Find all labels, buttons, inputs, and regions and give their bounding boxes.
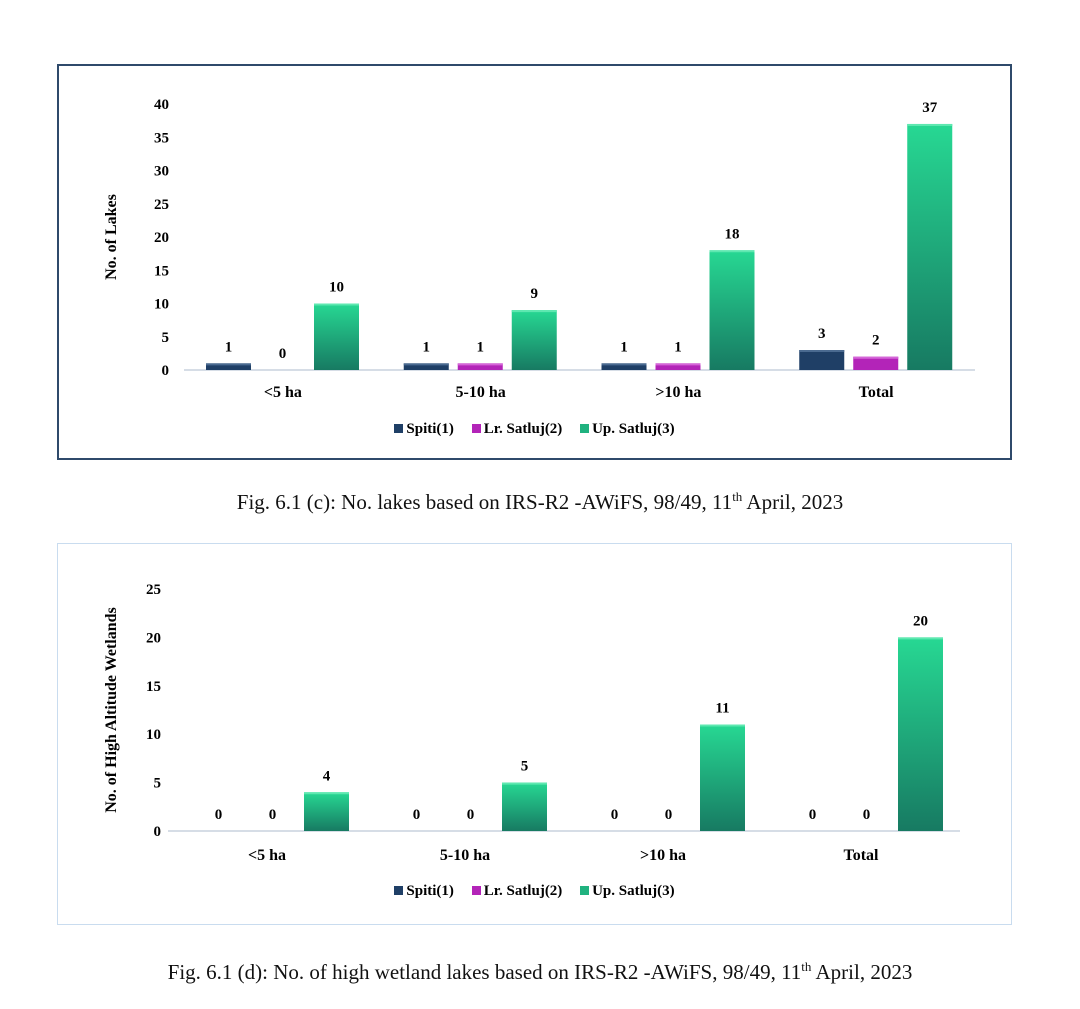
chart-d-legend: Spiti(1) Lr. Satluj(2) Up. Satluj(3) bbox=[58, 883, 1011, 900]
y-tick-label: 20 bbox=[146, 630, 161, 646]
y-tick-label: 25 bbox=[154, 197, 169, 213]
chart-d-frame: No. of High Altitude Wetlands 0 5 10 15 20 25 0… bbox=[57, 543, 1012, 925]
legend-swatch-up-satluj bbox=[580, 424, 590, 433]
caption-text: Fig. 6.1 (c): No. lakes based on IRS-R2 … bbox=[236, 490, 733, 514]
bar-spiti bbox=[403, 363, 449, 370]
legend-label: Up. Satluj(3) bbox=[592, 421, 675, 437]
bar-lr-satluj bbox=[655, 363, 701, 370]
bar-up-satluj bbox=[502, 782, 547, 831]
legend-item-up-satluj: Up. Satluj(3) bbox=[580, 883, 675, 900]
y-tick-label: 35 bbox=[154, 130, 169, 146]
bar-up-satluj bbox=[314, 303, 359, 370]
data-label: 1 bbox=[225, 339, 233, 355]
x-category-label: >10 ha bbox=[640, 847, 686, 864]
y-tick-label: 20 bbox=[154, 230, 169, 246]
data-label: 0 bbox=[863, 807, 871, 823]
bar-up-satluj bbox=[898, 637, 943, 831]
data-label: 37 bbox=[922, 100, 938, 116]
chart-c-frame: No. of Lakes 0 5 10 15 20 25 30 35 40 1 0 10 <5 ha 1 1 9… bbox=[57, 64, 1012, 460]
data-label: 5 bbox=[521, 759, 529, 775]
y-axis-title: No. of Lakes bbox=[103, 194, 120, 280]
legend-item-lr-satluj: Lr. Satluj(2) bbox=[471, 883, 563, 900]
legend-label: Lr. Satluj(2) bbox=[483, 421, 563, 437]
figure-caption-c: Fig. 6.1 (c): No. lakes based on IRS-R2 … bbox=[0, 489, 1080, 515]
data-label: 10 bbox=[329, 280, 344, 296]
x-category-label: >10 ha bbox=[655, 384, 701, 401]
data-label: 0 bbox=[215, 807, 223, 823]
bar-up-satluj bbox=[700, 724, 745, 831]
legend-label: Spiti(1) bbox=[406, 421, 454, 437]
legend-item-lr-satluj: Lr. Satluj(2) bbox=[471, 421, 563, 438]
y-tick-label: 15 bbox=[154, 263, 169, 279]
data-label: 1 bbox=[620, 339, 628, 355]
x-category-label: Total bbox=[844, 847, 880, 864]
legend-swatch-spiti bbox=[394, 886, 404, 895]
data-label: 4 bbox=[323, 768, 331, 784]
data-label: 0 bbox=[665, 807, 673, 823]
bar-up-satluj bbox=[907, 123, 953, 370]
y-tick-label: 0 bbox=[162, 363, 170, 379]
caption-superscript: th bbox=[732, 489, 743, 504]
legend-swatch-spiti bbox=[394, 424, 404, 433]
bar-spiti bbox=[601, 363, 647, 370]
y-tick-label: 10 bbox=[146, 727, 161, 743]
y-tick-label: 15 bbox=[146, 679, 161, 695]
figure-caption-d: Fig. 6.1 (d): No. of high wetland lakes … bbox=[0, 959, 1080, 985]
data-label: 1 bbox=[477, 339, 485, 355]
x-category-label: Total bbox=[859, 384, 895, 401]
y-tick-label: 5 bbox=[154, 776, 162, 792]
data-label: 0 bbox=[611, 807, 619, 823]
data-label: 2 bbox=[872, 333, 880, 349]
x-category-label: 5-10 ha bbox=[440, 847, 490, 864]
legend-label: Lr. Satluj(2) bbox=[483, 883, 563, 899]
data-label: 0 bbox=[467, 807, 475, 823]
data-label: 1 bbox=[674, 339, 682, 355]
chart-c-legend: Spiti(1) Lr. Satluj(2) Up. Satluj(3) bbox=[59, 421, 1010, 438]
bar-lr-satluj bbox=[457, 363, 503, 370]
bar-spiti bbox=[799, 350, 845, 370]
legend-swatch-lr-satluj bbox=[471, 424, 481, 433]
data-label: 0 bbox=[809, 807, 817, 823]
legend-item-spiti: Spiti(1) bbox=[394, 883, 454, 900]
legend-label: Up. Satluj(3) bbox=[592, 883, 675, 899]
data-label: 0 bbox=[269, 807, 277, 823]
bar-up-satluj bbox=[709, 250, 755, 370]
data-label: 11 bbox=[715, 701, 729, 717]
y-axis-title: No. of High Altitude Wetlands bbox=[103, 607, 120, 813]
legend-item-spiti: Spiti(1) bbox=[394, 421, 454, 438]
data-label: 3 bbox=[818, 326, 826, 342]
y-tick-label: 0 bbox=[154, 824, 162, 840]
y-tick-label: 40 bbox=[154, 97, 169, 113]
x-category-label: 5-10 ha bbox=[456, 384, 506, 401]
bar-spiti bbox=[206, 363, 251, 370]
bar-up-satluj bbox=[304, 792, 349, 831]
legend-item-up-satluj: Up. Satluj(3) bbox=[580, 421, 675, 438]
bar-up-satluj bbox=[511, 310, 557, 370]
y-tick-label: 30 bbox=[154, 164, 169, 180]
y-tick-label: 25 bbox=[146, 582, 161, 598]
legend-label: Spiti(1) bbox=[406, 883, 454, 899]
data-label: 0 bbox=[413, 807, 421, 823]
data-label: 9 bbox=[531, 286, 539, 302]
caption-text-end: April, 2023 bbox=[742, 490, 844, 514]
data-label: 1 bbox=[423, 339, 431, 355]
bar-lr-satluj bbox=[853, 356, 899, 370]
chart-d: No. of High Altitude Wetlands 0 5 10 15 20 25 0… bbox=[103, 582, 960, 864]
legend-swatch-lr-satluj bbox=[471, 886, 481, 895]
legend-swatch-up-satluj bbox=[580, 886, 590, 895]
y-tick-label: 10 bbox=[154, 297, 169, 313]
caption-text-end: April, 2023 bbox=[811, 960, 913, 984]
caption-text: Fig. 6.1 (d): No. of high wetland lakes … bbox=[167, 960, 802, 984]
y-tick-label: 5 bbox=[162, 330, 170, 346]
x-category-label: <5 ha bbox=[264, 384, 302, 401]
data-label: 20 bbox=[913, 613, 928, 629]
data-label: 0 bbox=[279, 346, 287, 362]
x-category-label: <5 ha bbox=[248, 847, 286, 864]
data-label: 18 bbox=[725, 226, 740, 242]
caption-superscript: th bbox=[801, 959, 812, 974]
